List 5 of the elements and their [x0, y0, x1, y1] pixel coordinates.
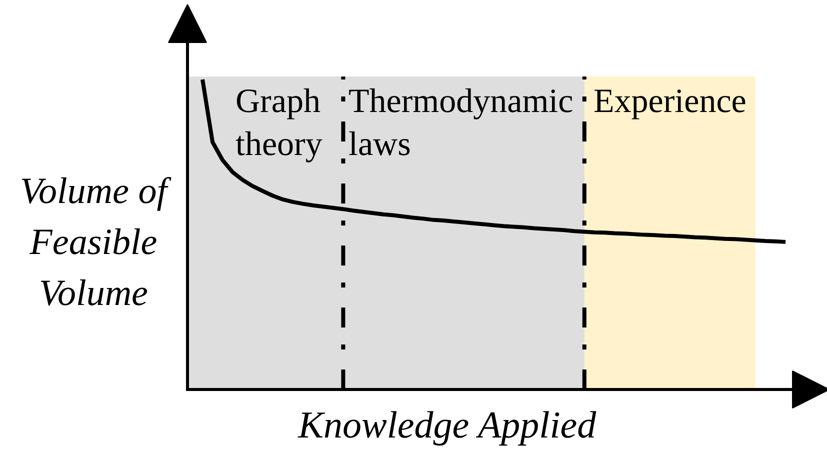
y-axis-title: Volume of Feasible Volume: [20, 171, 172, 314]
x-axis-title: Knowledge Applied: [297, 404, 598, 446]
annotation: Experience: [594, 83, 746, 120]
annotation: Graph theory: [236, 83, 322, 164]
annotation: Thermodynamic laws: [348, 83, 574, 164]
